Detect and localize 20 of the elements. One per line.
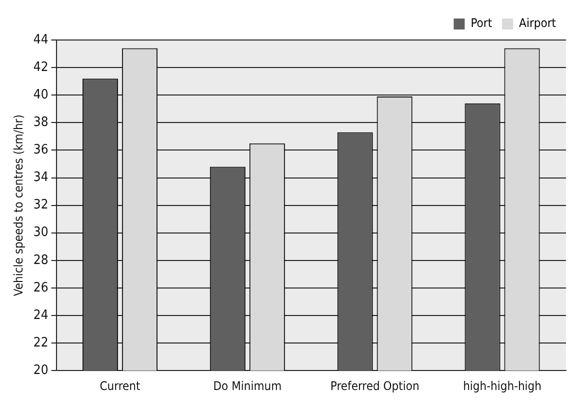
y-axis-title: Vehicle speeds to centres (km/hr) [11, 114, 26, 296]
y-tick-label: 26 [33, 280, 48, 296]
x-tick-label: high-high-high [463, 378, 542, 393]
legend-label: Airport [519, 16, 556, 30]
legend-label: Port [470, 16, 492, 30]
y-tick-label: 36 [33, 142, 48, 158]
y-tick-label: 40 [33, 87, 48, 102]
y-tick-label: 32 [33, 198, 48, 213]
y-tick-label: 42 [33, 60, 48, 75]
y-tick-label: 28 [33, 252, 48, 268]
y-tick-label: 44 [33, 32, 48, 48]
x-tick-label: Do Minimum [213, 378, 282, 393]
y-tick-label: 34 [33, 170, 48, 186]
y-tick-label: 24 [33, 308, 48, 323]
x-tick-label: Current [100, 378, 140, 393]
y-tick-label: 20 [33, 362, 48, 378]
y-tick-label: 22 [33, 335, 48, 350]
y-tick-label: 38 [33, 115, 48, 130]
x-tick-label: Preferred Option [330, 378, 420, 393]
y-tick-label: 30 [33, 225, 48, 240]
